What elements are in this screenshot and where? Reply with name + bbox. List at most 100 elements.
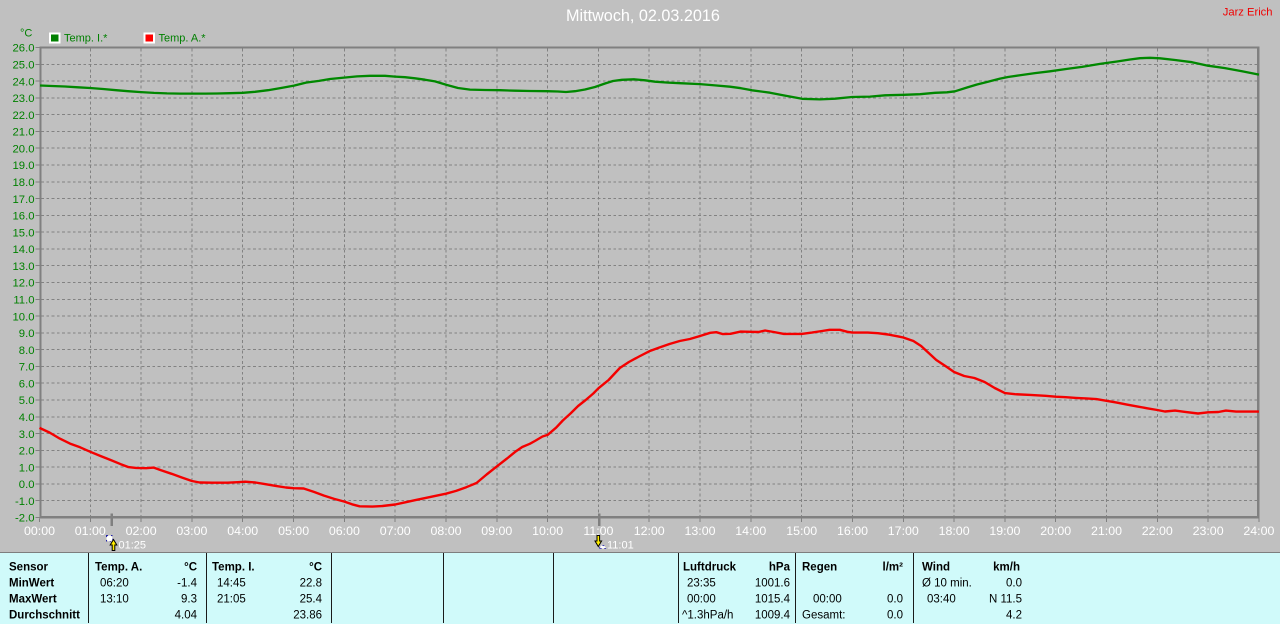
svg-text:20:00: 20:00 xyxy=(1040,524,1071,538)
svg-text:09:00: 09:00 xyxy=(481,524,512,538)
svg-text:18.0: 18.0 xyxy=(13,177,35,189)
svg-text:-1.4: -1.4 xyxy=(177,578,197,590)
svg-text:Regen: Regen xyxy=(802,562,837,574)
svg-text:22:00: 22:00 xyxy=(1142,524,1173,538)
svg-text:21.0: 21.0 xyxy=(13,127,35,139)
svg-text:24.0: 24.0 xyxy=(13,76,35,88)
svg-text:5.0: 5.0 xyxy=(19,395,35,407)
svg-text:1015.4: 1015.4 xyxy=(755,594,791,606)
svg-text:4.04: 4.04 xyxy=(175,610,198,622)
svg-text:07:00: 07:00 xyxy=(380,524,411,538)
svg-text:0.0: 0.0 xyxy=(887,610,903,622)
svg-text:06:00: 06:00 xyxy=(329,524,360,538)
svg-text:17.0: 17.0 xyxy=(13,194,35,206)
svg-text:°C: °C xyxy=(20,28,32,40)
svg-text:16:00: 16:00 xyxy=(837,524,868,538)
svg-text:17:00: 17:00 xyxy=(888,524,919,538)
svg-text:13:10: 13:10 xyxy=(100,594,129,606)
svg-text:25.0: 25.0 xyxy=(13,60,35,72)
svg-text:00:00: 00:00 xyxy=(687,594,716,606)
svg-text:Durchschnitt: Durchschnitt xyxy=(9,610,80,622)
svg-text:-1.0: -1.0 xyxy=(15,496,34,508)
svg-text:15:00: 15:00 xyxy=(786,524,817,538)
svg-text:10:00: 10:00 xyxy=(532,524,563,538)
svg-text:19:00: 19:00 xyxy=(989,524,1020,538)
svg-text:8.0: 8.0 xyxy=(19,345,35,357)
svg-text:km/h: km/h xyxy=(993,562,1020,574)
svg-text:26.0: 26.0 xyxy=(13,43,35,55)
svg-text:13.0: 13.0 xyxy=(13,261,35,273)
svg-text:03:40: 03:40 xyxy=(927,594,956,606)
svg-text:23.0: 23.0 xyxy=(13,93,35,105)
svg-text:4.0: 4.0 xyxy=(19,412,35,424)
svg-text:0.0: 0.0 xyxy=(1006,578,1022,590)
svg-text:9.3: 9.3 xyxy=(181,594,197,606)
svg-text:1.0: 1.0 xyxy=(19,462,35,474)
svg-text:21:05: 21:05 xyxy=(217,594,246,606)
svg-text:05:00: 05:00 xyxy=(278,524,309,538)
svg-text:01:25: 01:25 xyxy=(119,540,147,552)
svg-text:9.0: 9.0 xyxy=(19,328,35,340)
svg-text:08:00: 08:00 xyxy=(430,524,461,538)
svg-text:Temp. A.*: Temp. A.* xyxy=(159,33,207,45)
svg-text:15.0: 15.0 xyxy=(13,227,35,239)
svg-text:11.0: 11.0 xyxy=(13,295,34,307)
svg-text:11:00: 11:00 xyxy=(583,524,613,538)
svg-text:23:00: 23:00 xyxy=(1193,524,1224,538)
svg-text:21:00: 21:00 xyxy=(1091,524,1122,538)
svg-text:Temp. I.: Temp. I. xyxy=(212,562,255,574)
svg-text:Jarz Erich: Jarz Erich xyxy=(1223,7,1273,19)
svg-text:N 11.5: N 11.5 xyxy=(989,594,1022,606)
svg-text:Mittwoch, 02.03.2016: Mittwoch, 02.03.2016 xyxy=(566,7,720,25)
svg-text:18:00: 18:00 xyxy=(939,524,970,538)
svg-text:Luftdruck: Luftdruck xyxy=(683,562,737,574)
svg-text:4.2: 4.2 xyxy=(1006,610,1022,622)
svg-text:24:00: 24:00 xyxy=(1243,524,1274,538)
svg-text:Wind: Wind xyxy=(922,562,950,574)
svg-text:00:00: 00:00 xyxy=(813,594,842,606)
svg-text:l/m²: l/m² xyxy=(883,562,904,574)
svg-text:Temp. A.: Temp. A. xyxy=(95,562,142,574)
svg-text:°C: °C xyxy=(184,562,197,574)
svg-text:20.0: 20.0 xyxy=(13,143,35,155)
svg-text:00:00: 00:00 xyxy=(24,524,55,538)
svg-text:MinWert: MinWert xyxy=(9,578,54,590)
svg-text:25.4: 25.4 xyxy=(300,594,323,606)
svg-text:14:45: 14:45 xyxy=(217,578,246,590)
svg-text:1001.6: 1001.6 xyxy=(755,578,790,590)
svg-text:Temp. I.*: Temp. I.* xyxy=(64,33,108,45)
svg-text:0.0: 0.0 xyxy=(887,594,903,606)
svg-text:2.0: 2.0 xyxy=(19,446,35,458)
svg-text:22.8: 22.8 xyxy=(300,578,322,590)
svg-text:Sensor: Sensor xyxy=(9,562,49,574)
svg-text:12:00: 12:00 xyxy=(634,524,665,538)
svg-text:12.0: 12.0 xyxy=(13,278,35,290)
svg-text:-2.0: -2.0 xyxy=(15,513,34,525)
svg-text:^1.3hPa/h: ^1.3hPa/h xyxy=(682,610,733,622)
svg-text:hPa: hPa xyxy=(769,562,791,574)
svg-text:Ø 10 min.: Ø 10 min. xyxy=(922,578,972,590)
svg-text:6.0: 6.0 xyxy=(19,378,35,390)
svg-text:Gesamt:: Gesamt: xyxy=(802,610,845,622)
svg-text:14:00: 14:00 xyxy=(735,524,766,538)
svg-text:03:00: 03:00 xyxy=(176,524,207,538)
svg-text:06:20: 06:20 xyxy=(100,578,129,590)
svg-text:11:01: 11:01 xyxy=(607,540,634,552)
svg-text:23.86: 23.86 xyxy=(293,610,322,622)
svg-text:19.0: 19.0 xyxy=(13,160,35,172)
svg-text:02:00: 02:00 xyxy=(126,524,157,538)
svg-text:0.0: 0.0 xyxy=(19,479,35,491)
svg-text:13:00: 13:00 xyxy=(684,524,715,538)
svg-text:04:00: 04:00 xyxy=(227,524,258,538)
svg-text:14.0: 14.0 xyxy=(13,244,35,256)
svg-text:°C: °C xyxy=(309,562,322,574)
svg-text:10.0: 10.0 xyxy=(13,311,35,323)
svg-text:1009.4: 1009.4 xyxy=(755,610,791,622)
svg-text:MaxWert: MaxWert xyxy=(9,594,57,606)
svg-text:7.0: 7.0 xyxy=(19,362,35,374)
svg-text:01:00: 01:00 xyxy=(75,524,106,538)
svg-text:23:35: 23:35 xyxy=(687,578,716,590)
svg-text:22.0: 22.0 xyxy=(13,110,35,122)
svg-text:16.0: 16.0 xyxy=(13,211,35,223)
svg-text:3.0: 3.0 xyxy=(19,429,35,441)
